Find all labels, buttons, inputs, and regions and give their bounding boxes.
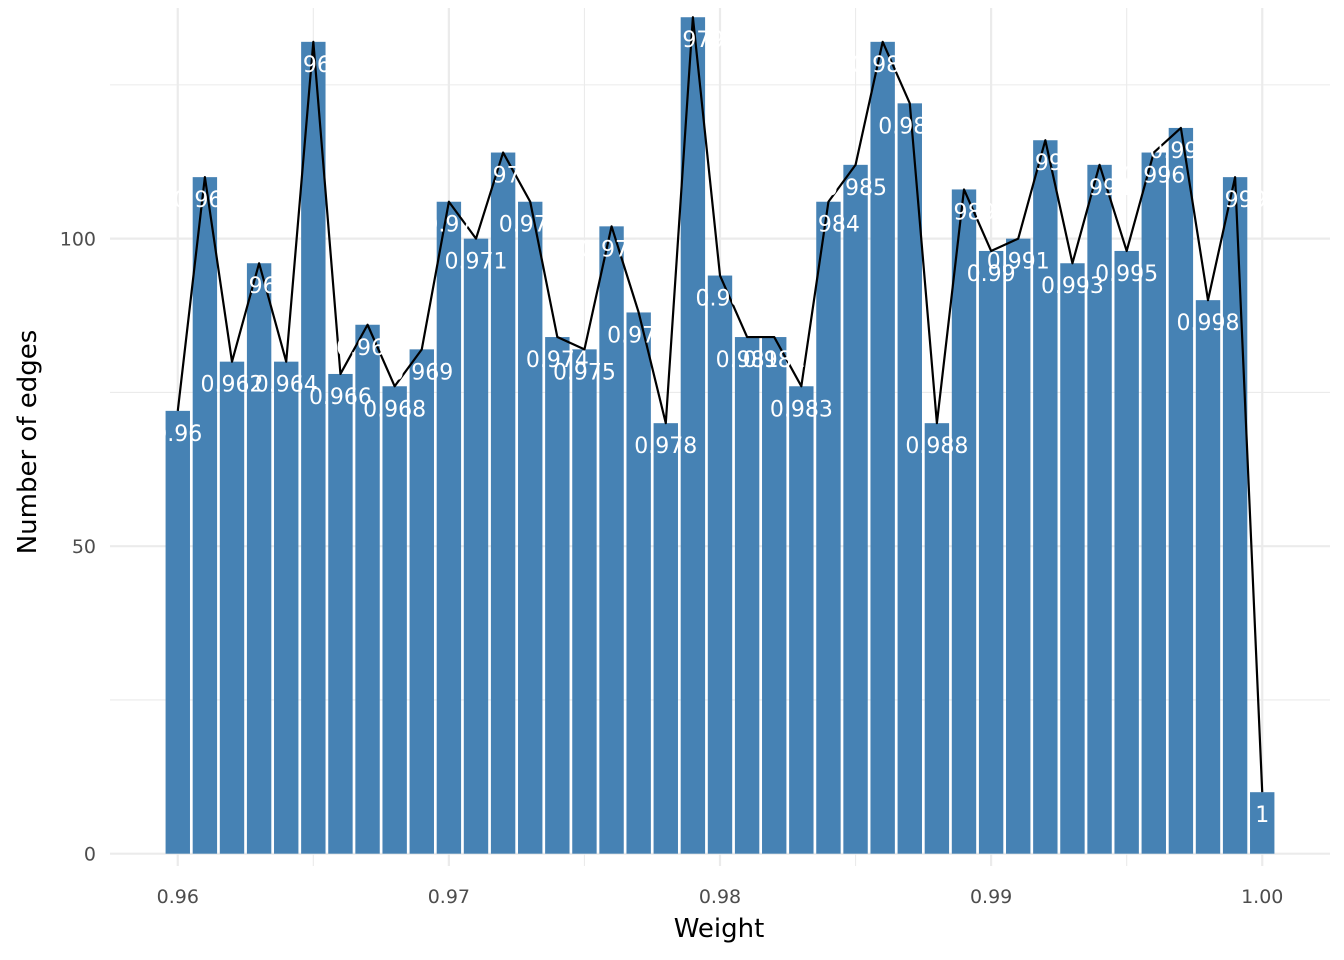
bar-label: 1 <box>1255 803 1269 828</box>
y-axis-ticks: 0 50 100 <box>60 229 96 866</box>
bar <box>463 238 489 854</box>
bar-label: 0.969 <box>390 360 453 385</box>
bar <box>762 337 787 854</box>
bar-label: 0.977 <box>607 323 670 348</box>
bar-label: 0.981 <box>716 348 779 373</box>
bar <box>870 41 895 854</box>
bar <box>951 189 977 854</box>
bar-label: 0.979 <box>661 28 724 53</box>
x-tick-label: 0.99 <box>970 886 1012 908</box>
bar <box>707 275 733 854</box>
bar-label: 0.961 <box>173 188 236 213</box>
bar <box>653 423 678 854</box>
bar-label: 0.986 <box>851 53 914 78</box>
trend-line-group <box>176 16 1264 793</box>
bar-label: 0.968 <box>363 397 426 422</box>
bar-label: 0.975 <box>553 360 616 385</box>
bar-label: 0.974 <box>526 348 589 373</box>
bar <box>545 337 570 854</box>
bar-label: 0.976 <box>580 237 643 262</box>
bar-label: 0.985 <box>824 176 887 201</box>
bar <box>789 386 814 854</box>
bar-label: 0.99 <box>967 262 1016 287</box>
bar <box>1114 250 1139 854</box>
bar-label: 0.972 <box>472 164 535 189</box>
bar <box>1250 792 1275 854</box>
bar <box>192 177 218 854</box>
bar <box>843 164 868 854</box>
bar-label: 0.989 <box>933 200 996 225</box>
bar <box>1141 152 1166 854</box>
bar-label: 0.999 <box>1204 188 1267 213</box>
bar <box>274 361 299 854</box>
bar-labels: 0.960.9610.9620.9630.9640.9650.9660.9670… <box>153 28 1269 828</box>
bar-label: 0.97 <box>424 213 473 238</box>
bar <box>382 386 407 854</box>
bar-label: 0.994 <box>1068 176 1131 201</box>
bar <box>328 373 353 854</box>
x-tick-label: 0.96 <box>157 886 199 908</box>
y-axis-title: Number of edges <box>13 330 43 555</box>
bar <box>1033 140 1058 854</box>
bar <box>436 201 462 854</box>
bar-label: 0.967 <box>336 336 399 361</box>
bar <box>1222 177 1248 854</box>
bar-label: 0.998 <box>1177 311 1240 336</box>
y-tick-label: 100 <box>60 229 96 251</box>
bars <box>165 17 1275 854</box>
bar-label: 0.991 <box>987 250 1050 275</box>
bar-label: 0.96 <box>153 422 202 447</box>
x-axis-ticks: 0.96 0.97 0.98 0.99 1.00 <box>157 886 1284 908</box>
bar <box>1060 263 1085 854</box>
bar <box>626 312 651 854</box>
bar <box>816 201 841 854</box>
bar-label: 0.964 <box>255 373 318 398</box>
bar <box>1087 164 1112 854</box>
bar <box>924 423 950 854</box>
bar-label: 0.983 <box>770 397 833 422</box>
x-axis-title: Weight <box>674 914 765 944</box>
bar-label: 0.988 <box>905 434 968 459</box>
bar-label: 0.966 <box>309 385 372 410</box>
bar-label: 0.963 <box>228 274 291 299</box>
bar-label: 0.995 <box>1095 262 1158 287</box>
bar-label: 0.992 <box>1014 151 1077 176</box>
trend-line <box>176 16 1264 793</box>
bar-label: 0.973 <box>499 213 562 238</box>
x-tick-label: 1.00 <box>1241 886 1283 908</box>
bar <box>1006 238 1031 854</box>
bar-label: 0.965 <box>282 53 345 78</box>
bar <box>978 250 1004 854</box>
bar <box>355 324 380 854</box>
bar <box>1195 300 1221 854</box>
bar-label: 0.982 <box>743 348 806 373</box>
bar <box>680 17 706 854</box>
bar-label: 0.987 <box>878 114 941 139</box>
bar-label: 0.962 <box>201 373 264 398</box>
y-tick-label: 0 <box>84 844 96 866</box>
bar <box>219 361 245 854</box>
bar-label: 0.98 <box>696 287 745 312</box>
bar-label: 0.971 <box>445 250 508 275</box>
bar-label: 0.997 <box>1149 139 1212 164</box>
bar <box>897 103 922 854</box>
bar <box>165 410 190 854</box>
bar-label: 0.993 <box>1041 274 1104 299</box>
bar <box>518 201 543 854</box>
bar <box>572 349 597 854</box>
bar <box>490 152 516 854</box>
bar <box>734 337 760 854</box>
bar <box>599 226 624 854</box>
bar-label: 0.978 <box>634 434 697 459</box>
bar-label: 0.984 <box>797 213 860 238</box>
x-tick-label: 0.97 <box>428 886 470 908</box>
bar <box>301 41 326 854</box>
y-tick-label: 50 <box>72 536 96 558</box>
bar <box>246 263 272 854</box>
bar-label: 0.996 <box>1122 164 1185 189</box>
bar <box>409 349 434 854</box>
x-tick-label: 0.98 <box>699 886 741 908</box>
bar <box>1168 127 1194 854</box>
